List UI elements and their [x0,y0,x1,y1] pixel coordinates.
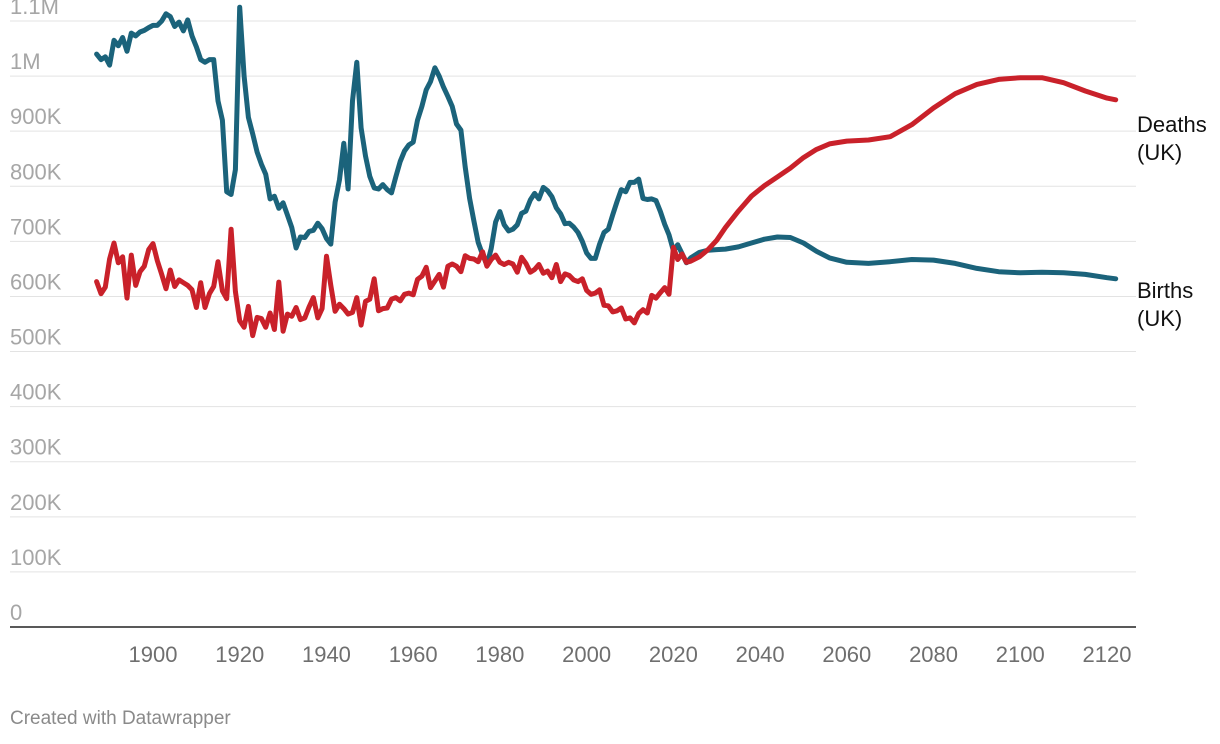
y-tick-label: 800K [10,159,62,184]
births-label-line2: (UK) [1137,306,1182,331]
grid-lines [10,20,1136,573]
x-tick-label: 2120 [1083,642,1132,667]
x-tick-label: 1920 [215,642,264,667]
x-tick-label: 2100 [996,642,1045,667]
x-axis-tick-labels: 1900 1920 1940 1960 1980 2000 2020 2040 2060 2080… [129,642,1132,667]
x-tick-label: 2060 [822,642,871,667]
y-tick-label: 600K [10,269,62,294]
deaths-label-line1: Deaths [1137,112,1207,137]
x-tick-label: 2000 [562,642,611,667]
y-tick-label: 700K [10,214,62,239]
x-tick-label: 2020 [649,642,698,667]
births-label-line1: Births [1137,278,1193,303]
y-axis-tick-labels: 0 100K 200K 300K 400K 500K 600K 700K 800K 900K 1M 1… [10,0,62,625]
x-tick-label: 1940 [302,642,351,667]
y-tick-label: 900K [10,104,62,129]
y-tick-label: 100K [10,545,62,570]
y-tick-label: 0 [10,600,22,625]
x-tick-label: 2080 [909,642,958,667]
series-labels: Deaths (UK) Births (UK) [1137,112,1207,331]
y-tick-label: 500K [10,325,62,350]
y-tick-label: 1M [10,49,41,74]
x-tick-label: 1960 [389,642,438,667]
births-series-line [94,4,1119,282]
y-tick-label: 1.1M [10,0,59,19]
y-tick-label: 400K [10,380,62,405]
series-lines [94,4,1119,339]
footer-credit: Created with Datawrapper [10,708,231,729]
y-tick-label: 200K [10,490,62,515]
y-tick-label: 300K [10,435,62,460]
deaths-label-line2: (UK) [1137,140,1182,165]
x-tick-label: 1980 [475,642,524,667]
deaths-series-line [94,75,1119,339]
x-tick-label: 1900 [129,642,178,667]
x-tick-label: 2040 [736,642,785,667]
